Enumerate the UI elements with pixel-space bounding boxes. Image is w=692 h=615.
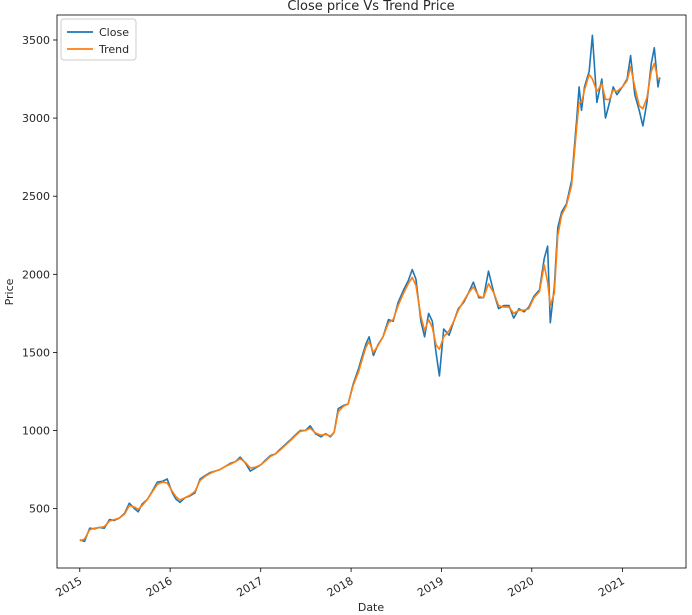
x-axis-title: Date [358, 601, 385, 614]
y-tick-label: 2500 [22, 190, 50, 203]
y-tick-label: 2000 [22, 268, 50, 281]
x-tick-label: 2021 [596, 574, 627, 599]
y-tick-label: 1000 [22, 425, 50, 438]
y-tick-label: 3000 [22, 112, 50, 125]
x-tick-label: 2019 [415, 574, 446, 599]
x-tick-label: 2020 [506, 574, 537, 599]
x-tick-label: 2017 [234, 574, 265, 599]
x-tick-label: 2018 [325, 574, 356, 599]
y-axis: 500 1000 1500 2000 2500 3000 3500 [22, 34, 57, 516]
x-tick-label: 2016 [144, 574, 175, 599]
series-layer [79, 34, 661, 543]
plot-area [56, 14, 687, 569]
x-tick-label: 2015 [54, 574, 85, 599]
trend-series-line [79, 62, 660, 542]
chart-title: Close price Vs Trend Price [287, 0, 454, 14]
y-axis-title: Price [3, 278, 16, 305]
y-tick-label: 1500 [22, 346, 50, 359]
legend-close-label: Close [99, 26, 129, 39]
legend-trend-label: Trend [98, 43, 129, 56]
y-tick-label: 3500 [22, 34, 50, 47]
x-axis: 2015 2016 2017 2018 2019 2020 2021 [54, 568, 627, 600]
legend: Close Trend [60, 18, 137, 61]
y-tick-label: 500 [29, 503, 50, 516]
